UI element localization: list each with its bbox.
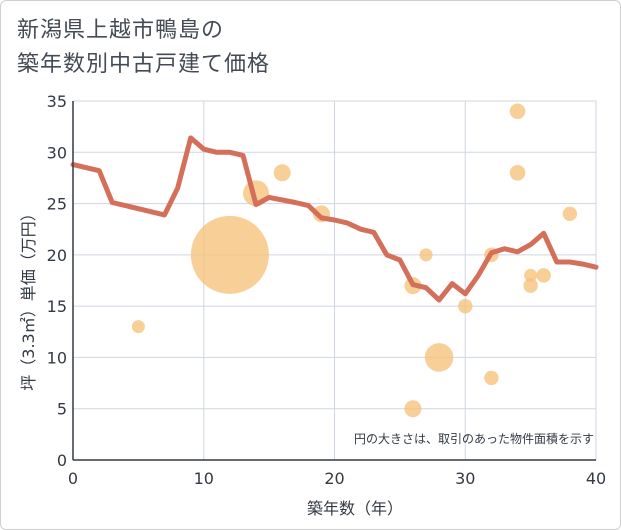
y-axis-label: 坪（3.3㎡）単価（万円） (19, 205, 38, 390)
x-tick-label: 0 (68, 469, 78, 488)
scatter-bubbles (131, 103, 578, 418)
y-tick-label: 20 (47, 246, 67, 265)
scatter-point (484, 370, 499, 386)
y-tick-label: 25 (47, 195, 67, 214)
x-tick-label: 10 (194, 469, 214, 488)
x-tick-labels: 0 10 20 30 40 (68, 469, 606, 488)
scatter-point (190, 215, 269, 294)
scatter-point (424, 343, 454, 372)
scatter-point (509, 165, 526, 181)
y-tick-label: 0 (57, 451, 67, 470)
y-tick-label: 35 (47, 92, 67, 111)
axes (72, 101, 596, 461)
x-tick-label: 20 (324, 469, 344, 488)
bubble-size-note: 円の大きさは、取引のあった物件面積を示す (354, 431, 594, 446)
scatter-point (523, 278, 538, 293)
x-tick-label: 40 (586, 469, 606, 488)
price-trend-line (70, 135, 599, 303)
x-axis-label: 築年数（年） (307, 499, 403, 518)
chart-title-line2: 築年数別中古戸建て価格 (17, 52, 271, 77)
scatter-point (273, 164, 291, 182)
scatter-point (509, 103, 526, 120)
y-tick-label: 5 (57, 400, 67, 419)
x-tick-label: 30 (455, 469, 475, 488)
y-tick-labels: 0 5 10 15 20 25 30 35 (47, 92, 67, 470)
scatter-point (458, 298, 473, 314)
scatter-point (536, 268, 551, 283)
scatter-point (419, 248, 433, 262)
chart-title: 新潟県上越市鴨島の 築年数別中古戸建て価格 (17, 14, 270, 82)
scatter-point (524, 268, 538, 282)
grid-lines (73, 101, 596, 460)
scatter-point (562, 206, 578, 222)
y-tick-label: 30 (47, 143, 67, 162)
y-tick-label: 15 (47, 297, 67, 316)
y-tick-label: 10 (47, 348, 67, 367)
scatter-point (404, 400, 422, 418)
chart-title-line1: 新潟県上越市鴨島の (17, 18, 225, 43)
scatter-point (131, 320, 145, 334)
